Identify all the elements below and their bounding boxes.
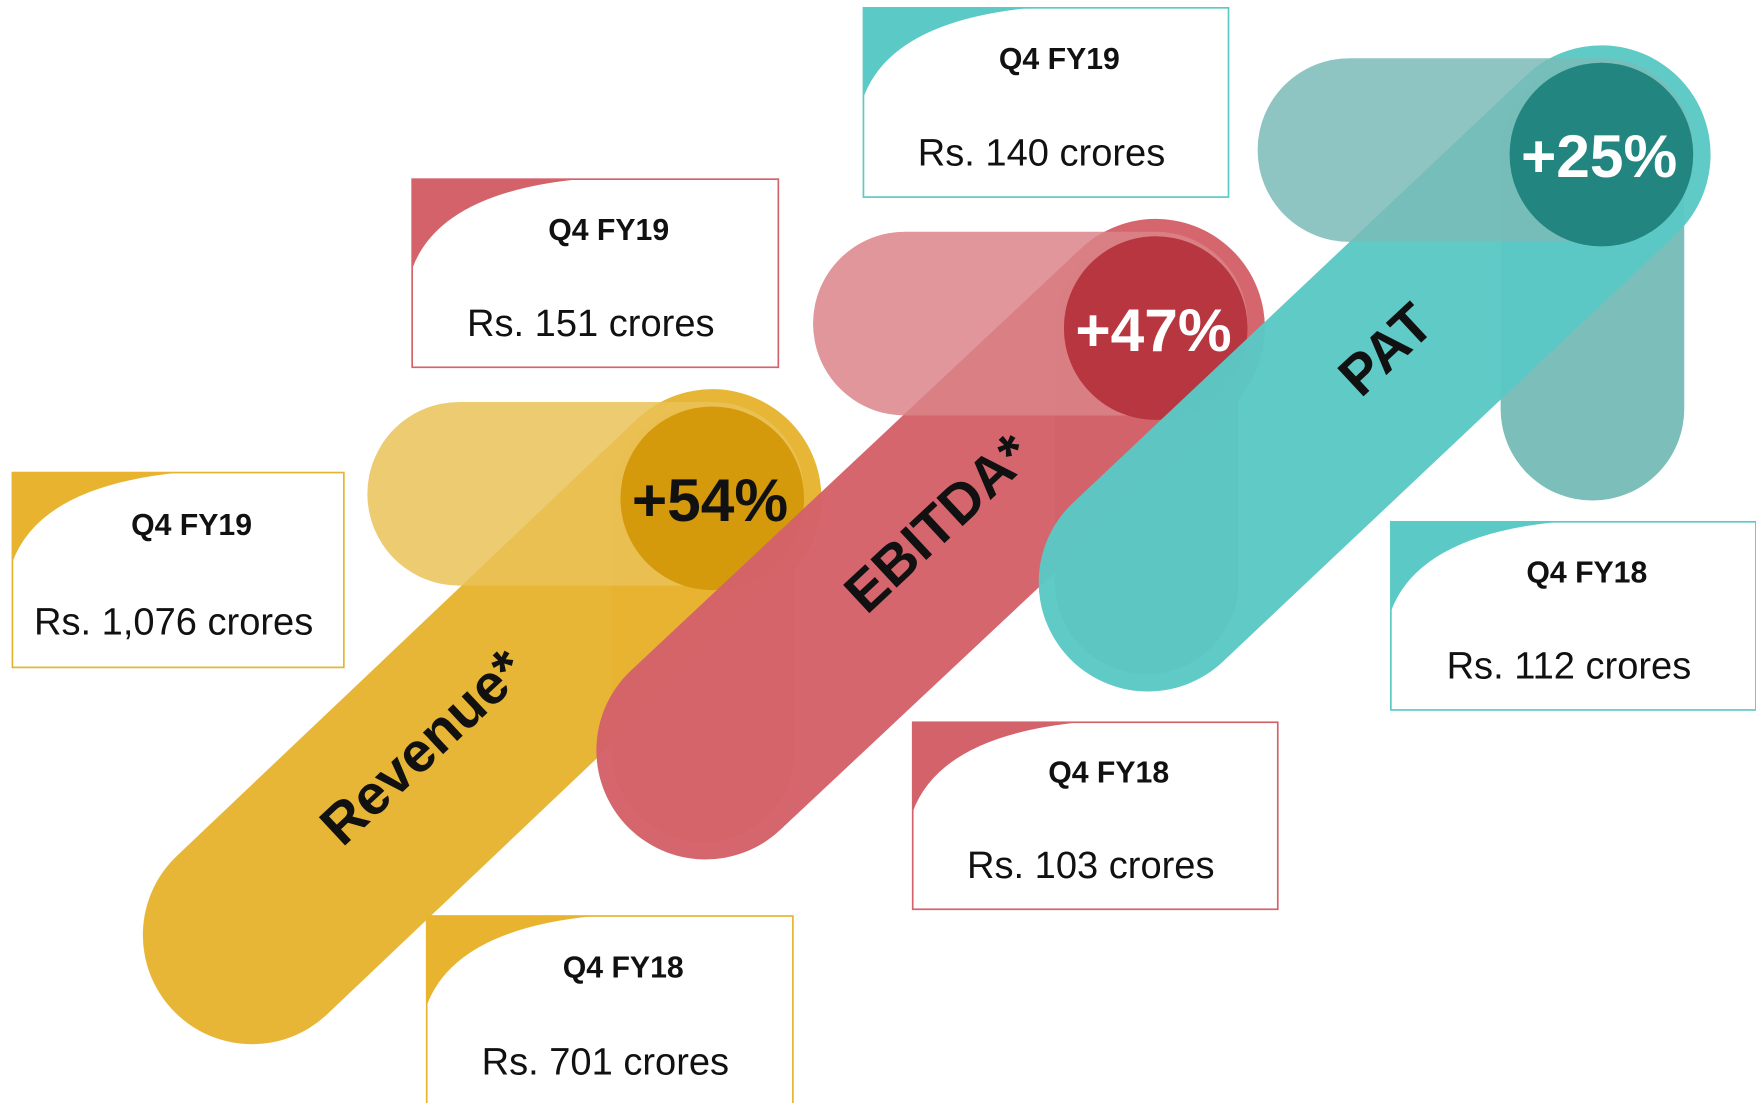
box-corner: [12, 472, 181, 563]
value-label: Rs. 103 crores: [967, 845, 1215, 887]
growth-value: +47%: [1075, 296, 1231, 364]
value-label: Rs. 112 crores: [1447, 646, 1692, 688]
period-label: Q4 FY18: [563, 951, 684, 984]
value-box: [411, 178, 780, 369]
value-label: Rs. 1,076 crores: [34, 602, 313, 644]
period-label: Q4 FY19: [999, 43, 1120, 76]
box-corner: [1390, 521, 1559, 612]
period-label: Q4 FY19: [548, 214, 669, 247]
value-box: [11, 471, 345, 669]
value-label: Rs. 701 crores: [482, 1042, 730, 1084]
value-box: [1390, 520, 1756, 711]
box-corner: [412, 179, 581, 269]
box-corner: [912, 722, 1081, 812]
period-label: Q4 FY19: [131, 509, 252, 542]
value-label: Rs. 151 crores: [467, 303, 714, 345]
period-label: Q4 FY18: [1526, 556, 1647, 589]
growth-circle: [620, 406, 805, 591]
value-box: [862, 6, 1230, 198]
growth-circle: [1509, 62, 1694, 247]
value-label: Rs. 140 crores: [918, 133, 1165, 175]
box-corner: [863, 7, 1032, 98]
growth-value: +25%: [1521, 122, 1677, 190]
box-corner: [426, 915, 595, 1006]
value-box: [425, 915, 794, 1103]
period-label: Q4 FY18: [1048, 757, 1169, 790]
growth-value: +54%: [632, 466, 788, 534]
value-box: [911, 721, 1279, 911]
growth-circle: [1063, 236, 1248, 420]
